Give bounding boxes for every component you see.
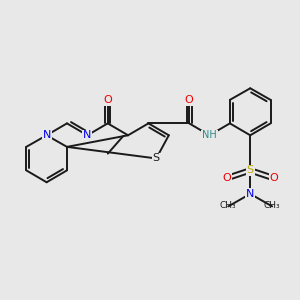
Text: N: N [42,130,51,140]
Text: N: N [246,189,254,199]
Text: CH₃: CH₃ [264,201,280,210]
Text: S: S [247,165,254,176]
Text: O: O [185,95,194,105]
Text: CH₃: CH₃ [220,201,237,210]
Text: N: N [83,130,92,140]
Text: S: S [153,154,160,164]
Text: O: O [103,95,112,105]
Text: NH: NH [202,130,217,140]
Text: O: O [269,173,278,183]
Text: O: O [222,173,231,183]
